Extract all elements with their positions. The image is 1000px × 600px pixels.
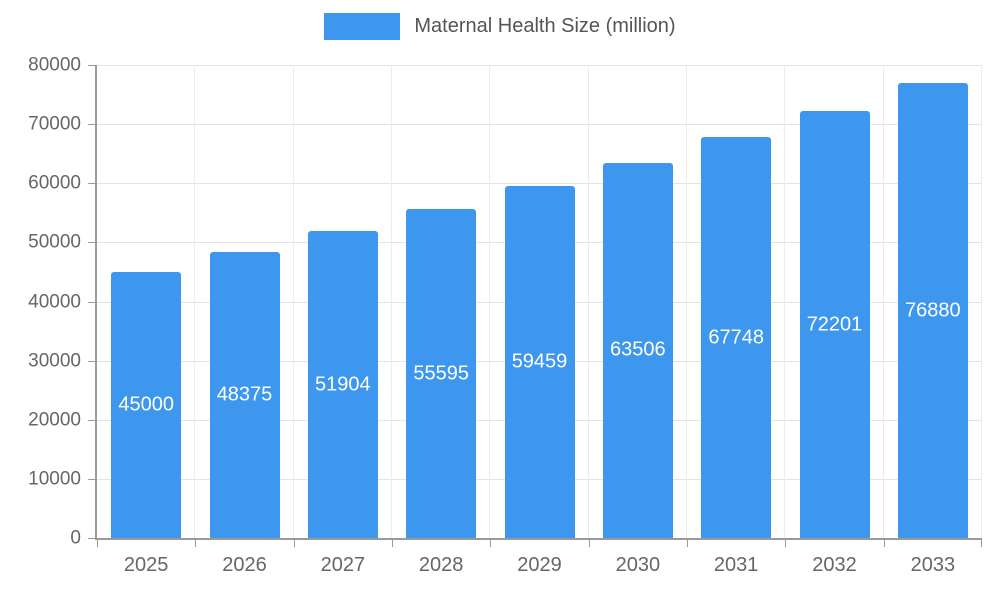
- y-tick-label: 40000: [28, 291, 81, 312]
- x-axis-tick: [785, 540, 787, 547]
- gridline: [489, 65, 491, 538]
- x-tick-label: 2032: [812, 554, 857, 576]
- bar: 55595: [406, 209, 477, 538]
- y-axis-tick: [88, 124, 95, 126]
- gridline: [784, 65, 786, 538]
- bar: 51904: [307, 231, 378, 538]
- plot-area: 0 10000 20000 30000 40000 50000 60000 70000 8000…: [28, 56, 982, 576]
- x-tick-label: 2033: [910, 554, 956, 576]
- x-axis-tick: [883, 540, 885, 547]
- y-axis-tick: [88, 360, 95, 362]
- bar: 45000: [111, 271, 182, 538]
- legend-swatch: [324, 13, 401, 40]
- x-axis-tick: [687, 540, 688, 547]
- y-axis-tick: [88, 419, 95, 421]
- x-tick-label: 2029: [517, 554, 562, 576]
- y-tick-label: 60000: [28, 172, 81, 194]
- y-axis-tick: [88, 242, 95, 244]
- y-axis-tick: [88, 538, 95, 539]
- gridline: [391, 65, 392, 538]
- y-tick-label: 20000: [28, 409, 81, 431]
- chart-legend: Maternal Health Size (million): [0, 13, 1000, 40]
- x-axis-tick: [588, 540, 590, 547]
- x-tick-label: 2027: [320, 554, 366, 576]
- gridline: [292, 65, 294, 538]
- x-tick-label: 2031: [713, 554, 759, 576]
- gridline: [97, 183, 982, 185]
- bar-value-label: 55595: [413, 362, 469, 385]
- y-tick-label: 30000: [28, 350, 81, 372]
- bar: 76880: [897, 83, 968, 538]
- y-axis-tick: [88, 478, 95, 480]
- bar: 59459: [504, 186, 575, 538]
- x-axis-tick: [195, 540, 197, 547]
- gridline: [981, 65, 982, 538]
- y-tick-label: 0: [70, 527, 81, 549]
- x-axis-tick: [981, 540, 982, 547]
- bar-value-label: 51904: [315, 373, 371, 396]
- bar-value-label: 76880: [905, 299, 961, 322]
- legend-label: Maternal Health Size (million): [414, 15, 676, 37]
- x-tick-label: 2026: [222, 554, 267, 576]
- x-axis-tick: [490, 540, 492, 547]
- bar-value-label: 72201: [806, 313, 863, 336]
- bar-value-label: 48375: [216, 383, 273, 406]
- gridline: [97, 65, 982, 66]
- y-axis-tick: [88, 183, 95, 185]
- gridline: [587, 65, 589, 538]
- bar: 67748: [701, 137, 772, 538]
- y-tick-label: 70000: [28, 113, 81, 135]
- y-tick-label: 50000: [28, 231, 81, 253]
- bar-value-label: 67748: [708, 326, 764, 349]
- gridline: [194, 65, 196, 538]
- y-axis-tick: [88, 301, 95, 303]
- x-tick-label: 2025: [123, 554, 169, 576]
- x-tick-label: 2028: [418, 554, 464, 576]
- bar-value-label: 63506: [610, 338, 666, 361]
- bar: 48375: [209, 251, 280, 538]
- x-axis-tick: [97, 540, 98, 547]
- bar: 63506: [602, 162, 673, 538]
- x-axis-tick: [293, 540, 295, 547]
- x-tick-label: 2030: [615, 554, 661, 576]
- x-axis-tick: [392, 540, 393, 547]
- gridline: [882, 65, 884, 538]
- y-axis-tick: [88, 65, 95, 66]
- bar: 72201: [799, 111, 870, 538]
- bar-value-label: 59459: [511, 350, 568, 373]
- y-tick-label: 10000: [28, 468, 81, 490]
- bar-value-label: 45000: [118, 393, 174, 416]
- y-tick-label: 80000: [28, 54, 81, 76]
- gridline: [97, 124, 982, 126]
- gridline: [686, 65, 687, 538]
